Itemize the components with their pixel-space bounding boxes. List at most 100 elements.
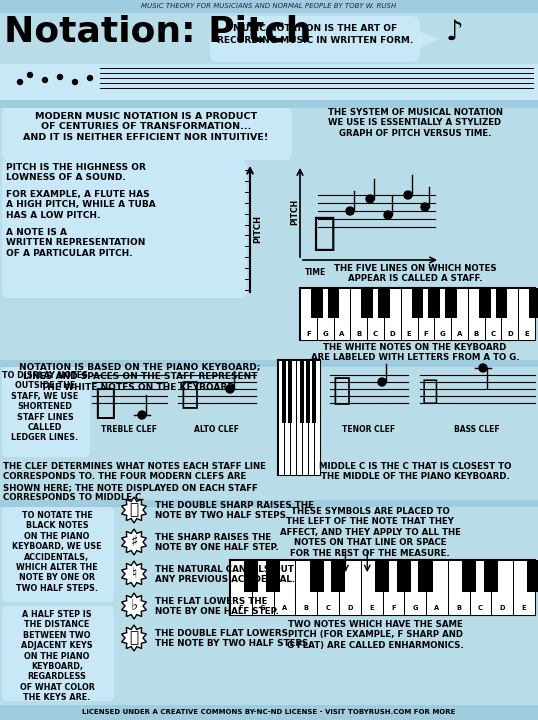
Bar [383, 560, 404, 615]
Text: THE DOUBLE FLAT LOWERS
THE NOTE BY TWO HALF STEPS.: THE DOUBLE FLAT LOWERS THE NOTE BY TWO H… [155, 629, 312, 649]
Bar [412, 288, 423, 318]
Text: PITCH: PITCH [291, 199, 300, 225]
Bar [252, 560, 273, 615]
Text: 𝄡: 𝄡 [180, 380, 198, 410]
Text: F: F [423, 331, 428, 337]
Text: LICENSED UNDER A CREATIVE COMMONS BY-NC-ND LICENSE - VISIT TOBYRUSH.COM FOR MORE: LICENSED UNDER A CREATIVE COMMONS BY-NC-… [82, 709, 456, 715]
Text: TO DISPLAY NOTES
OUTSIDE THE
STAFF, WE USE
SHORTENED
STAFF LINES
CALLED
LEDGER L: TO DISPLAY NOTES OUTSIDE THE STAFF, WE U… [2, 371, 88, 442]
Text: D: D [500, 605, 505, 611]
Bar [0, 100, 538, 108]
FancyBboxPatch shape [2, 367, 90, 457]
Text: THE WHITE NOTES ON THE KEYBOARD
ARE LABELED WITH LETTERS FROM A TO G.: THE WHITE NOTES ON THE KEYBOARD ARE LABE… [310, 343, 519, 362]
Bar [362, 288, 373, 318]
Bar [0, 0, 538, 13]
Circle shape [138, 411, 146, 419]
Bar [244, 560, 258, 592]
Text: TWO NOTES WHICH HAVE THE SAME
PITCH (FOR EXAMPLE, F SHARP AND
G FLAT) ARE CALLED: TWO NOTES WHICH HAVE THE SAME PITCH (FOR… [287, 620, 463, 649]
Text: 𝄫: 𝄫 [130, 631, 139, 646]
Bar [0, 705, 538, 720]
Text: D: D [347, 605, 352, 611]
Text: C: C [478, 605, 483, 611]
Bar [484, 560, 498, 592]
Bar [0, 500, 538, 507]
Bar [513, 560, 535, 615]
Text: THE NATURAL CANCELS OUT
ANY PREVIOUS ACCIDENTAL.: THE NATURAL CANCELS OUT ANY PREVIOUS ACC… [155, 565, 295, 585]
Bar [317, 560, 339, 615]
Bar [0, 360, 538, 367]
Bar [309, 560, 324, 592]
Text: THE CLEF DETERMINES WHAT NOTES EACH STAFF LINE
CORRESPONDS TO. THE FOUR MODERN C: THE CLEF DETERMINES WHAT NOTES EACH STAF… [3, 462, 266, 503]
Text: A NOTE IS A
WRITTEN REPRESENTATION
OF A PARTICULAR PITCH.: A NOTE IS A WRITTEN REPRESENTATION OF A … [6, 228, 145, 258]
Bar [0, 13, 538, 68]
Bar [375, 560, 389, 592]
Text: F: F [391, 605, 395, 611]
Bar [334, 288, 350, 340]
Bar [282, 360, 286, 423]
Bar [306, 360, 310, 423]
Polygon shape [122, 497, 146, 523]
Text: TREBLE CLEF: TREBLE CLEF [101, 425, 157, 434]
Bar [367, 288, 384, 340]
Bar [401, 288, 417, 340]
Polygon shape [415, 30, 440, 50]
Circle shape [27, 73, 32, 78]
Bar [295, 560, 317, 615]
Text: ♮: ♮ [131, 567, 137, 582]
Text: RECORDING MUSIC IN WRITTEN FORM.: RECORDING MUSIC IN WRITTEN FORM. [217, 36, 413, 45]
Bar [300, 288, 317, 340]
Text: B: B [356, 331, 362, 337]
Circle shape [346, 207, 354, 215]
Text: A: A [339, 331, 345, 337]
Bar [404, 560, 426, 615]
Bar [419, 560, 433, 592]
Circle shape [226, 385, 234, 393]
Bar [290, 360, 296, 475]
Bar [278, 360, 320, 475]
Bar [350, 288, 367, 340]
Circle shape [43, 78, 47, 83]
Circle shape [58, 74, 62, 79]
Text: ALTO CLEF: ALTO CLEF [195, 425, 239, 434]
Text: THE FLAT LOWERS THE
NOTE BY ONE HALF STEP.: THE FLAT LOWERS THE NOTE BY ONE HALF STE… [155, 597, 279, 616]
Bar [314, 360, 320, 475]
Bar [470, 560, 491, 615]
Bar [230, 560, 535, 615]
Bar [485, 288, 501, 340]
Bar [417, 288, 434, 340]
Text: 𝄢: 𝄢 [422, 377, 438, 405]
Text: 𝄞: 𝄞 [94, 386, 116, 420]
Bar [426, 560, 448, 615]
Text: A: A [457, 331, 462, 337]
Bar [468, 288, 485, 340]
Text: D: D [390, 331, 395, 337]
Text: MUSIC NOTATION IS THE ART OF: MUSIC NOTATION IS THE ART OF [233, 24, 397, 33]
Bar [328, 288, 339, 318]
Bar [462, 560, 476, 592]
Circle shape [366, 195, 374, 203]
Text: THE FIVE LINES ON WHICH NOTES
APPEAR IS CALLED A STAFF.: THE FIVE LINES ON WHICH NOTES APPEAR IS … [334, 264, 497, 284]
Text: Notation: Pitch: Notation: Pitch [4, 14, 312, 48]
Text: B: B [456, 605, 461, 611]
Text: G: G [260, 605, 265, 611]
Text: G: G [322, 331, 328, 337]
Text: G: G [440, 331, 445, 337]
Text: C: C [325, 605, 330, 611]
Bar [428, 288, 440, 318]
Bar [296, 360, 302, 475]
Text: PITCH: PITCH [253, 215, 263, 243]
Bar [308, 360, 314, 475]
Circle shape [479, 364, 487, 372]
Circle shape [73, 79, 77, 84]
Bar [527, 560, 538, 592]
Text: ♪: ♪ [446, 18, 464, 46]
Bar [284, 360, 290, 475]
Bar [311, 288, 323, 318]
Bar [479, 288, 491, 318]
Polygon shape [122, 561, 146, 587]
Text: THE DOUBLE SHARP RAISES THE
NOTE BY TWO HALF STEPS.: THE DOUBLE SHARP RAISES THE NOTE BY TWO … [155, 501, 314, 521]
Bar [230, 560, 252, 615]
FancyBboxPatch shape [210, 16, 420, 62]
Circle shape [88, 76, 93, 81]
Bar [273, 560, 295, 615]
Text: TIME: TIME [305, 268, 326, 277]
